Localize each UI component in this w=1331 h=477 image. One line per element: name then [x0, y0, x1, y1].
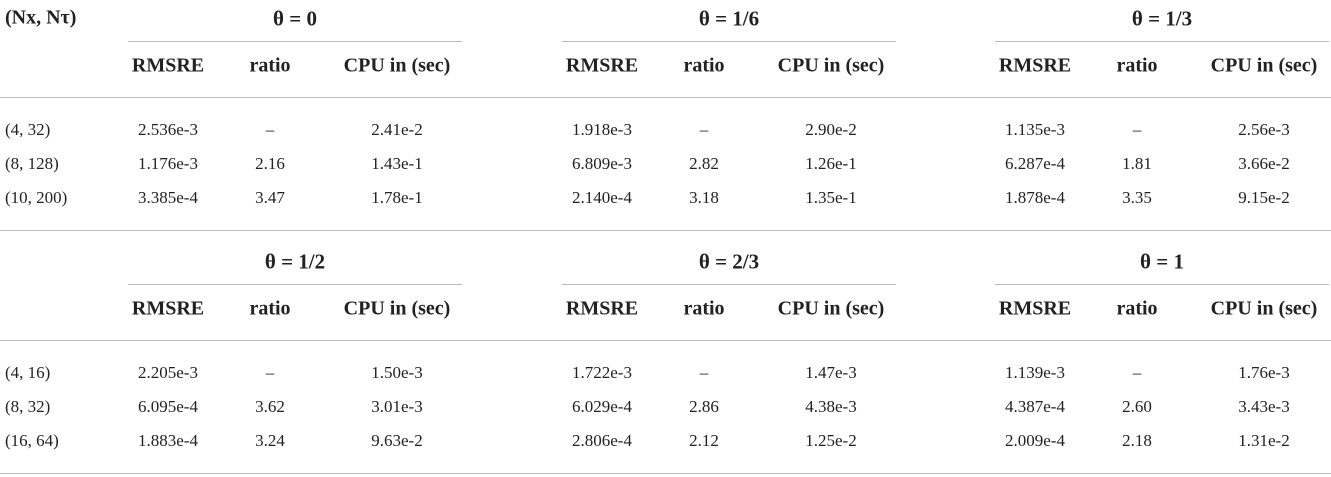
column-header: RMSRE: [131, 54, 205, 77]
cell: 1.883e-4: [138, 431, 198, 450]
column-header: ratio: [1116, 54, 1158, 77]
column-header: ratio: [249, 297, 291, 320]
cell: –: [699, 120, 709, 139]
cell: 2.806e-4: [572, 431, 632, 450]
group-title: θ = 1/6: [698, 6, 760, 31]
column-header: CPU in (sec): [777, 54, 885, 77]
cell: 3.24: [255, 431, 285, 450]
cell: 6.095e-4: [138, 397, 198, 416]
column-header: CPU in (sec): [777, 297, 885, 320]
row-label: (8, 32): [5, 397, 51, 416]
column-header: RMSRE: [565, 54, 639, 77]
rule: [995, 284, 1329, 285]
cell: 1.25e-2: [805, 431, 857, 450]
column-header: ratio: [249, 54, 291, 77]
corner-label: (Nx, Nτ): [5, 6, 77, 29]
cell: 9.15e-2: [1238, 188, 1290, 207]
cell: 2.56e-3: [1238, 120, 1290, 139]
cell: 1.50e-3: [371, 363, 423, 382]
column-header: RMSRE: [998, 54, 1072, 77]
cell: –: [265, 120, 275, 139]
cell: 1.35e-1: [805, 188, 857, 207]
rule: [0, 97, 1331, 98]
cell: –: [265, 363, 275, 382]
column-header: ratio: [1116, 297, 1158, 320]
cell: 2.90e-2: [805, 120, 857, 139]
group-title: θ = 1: [1140, 249, 1184, 274]
cell: 2.536e-3: [138, 120, 198, 139]
row-label: (4, 32): [5, 120, 51, 139]
cell: 3.43e-3: [1238, 397, 1290, 416]
cell: 3.66e-2: [1238, 154, 1290, 173]
cell: 9.63e-2: [371, 431, 423, 450]
column-header: RMSRE: [998, 297, 1072, 320]
cell: 3.18: [689, 188, 719, 207]
cell: 1.135e-3: [1005, 120, 1065, 139]
cell: 1.43e-1: [371, 154, 423, 173]
cell: 1.878e-4: [1005, 188, 1065, 207]
cell: 1.47e-3: [805, 363, 857, 382]
column-header: CPU in (sec): [343, 54, 451, 77]
group-title: θ = 1/3: [1131, 6, 1193, 31]
rule: [562, 41, 896, 42]
cell: 1.81: [1122, 154, 1152, 173]
group-title: θ = 0: [273, 6, 317, 31]
cell: 1.139e-3: [1005, 363, 1065, 382]
cell: 1.722e-3: [572, 363, 632, 382]
rule: [128, 284, 462, 285]
cell: 4.387e-4: [1005, 397, 1065, 416]
cell: 4.38e-3: [805, 397, 857, 416]
cell: 3.385e-4: [138, 188, 198, 207]
cell: 6.809e-3: [572, 154, 632, 173]
column-header: ratio: [683, 54, 725, 77]
cell: 2.205e-3: [138, 363, 198, 382]
row-label: (10, 200): [5, 188, 68, 207]
cell: 6.029e-4: [572, 397, 632, 416]
column-header: CPU in (sec): [343, 297, 451, 320]
cell: 3.01e-3: [371, 397, 423, 416]
cell: 1.31e-2: [1238, 431, 1290, 450]
cell: 1.78e-1: [371, 188, 423, 207]
row-label: (4, 16): [5, 363, 51, 382]
cell: 6.287e-4: [1005, 154, 1065, 173]
cell: 2.41e-2: [371, 120, 423, 139]
column-header: ratio: [683, 297, 725, 320]
cell: 2.60: [1122, 397, 1152, 416]
column-header: RMSRE: [565, 297, 639, 320]
group-title: θ = 2/3: [698, 249, 760, 274]
cell: 3.35: [1122, 188, 1152, 207]
column-header: CPU in (sec): [1210, 297, 1318, 320]
rule: [128, 41, 462, 42]
rule: [0, 340, 1331, 341]
column-header: RMSRE: [131, 297, 205, 320]
cell: 2.12: [689, 431, 719, 450]
cell: –: [1132, 363, 1142, 382]
cell: 2.86: [689, 397, 719, 416]
cell: 1.26e-1: [805, 154, 857, 173]
column-header: CPU in (sec): [1210, 54, 1318, 77]
rule: [562, 284, 896, 285]
cell: 2.18: [1122, 431, 1152, 450]
cell: 1.176e-3: [138, 154, 198, 173]
row-label: (16, 64): [5, 431, 59, 450]
cell: 2.140e-4: [572, 188, 632, 207]
cell: –: [699, 363, 709, 382]
cell: 3.47: [255, 188, 285, 207]
cell: –: [1132, 120, 1142, 139]
cell: 1.76e-3: [1238, 363, 1290, 382]
rule: [995, 41, 1329, 42]
group-title: θ = 1/2: [264, 249, 326, 274]
cell: 2.82: [689, 154, 719, 173]
rule: [0, 230, 1331, 231]
row-label: (8, 128): [5, 154, 59, 173]
cell: 2.16: [255, 154, 285, 173]
cell: 1.918e-3: [572, 120, 632, 139]
cell: 2.009e-4: [1005, 431, 1065, 450]
rule: [0, 473, 1331, 474]
cell: 3.62: [255, 397, 285, 416]
